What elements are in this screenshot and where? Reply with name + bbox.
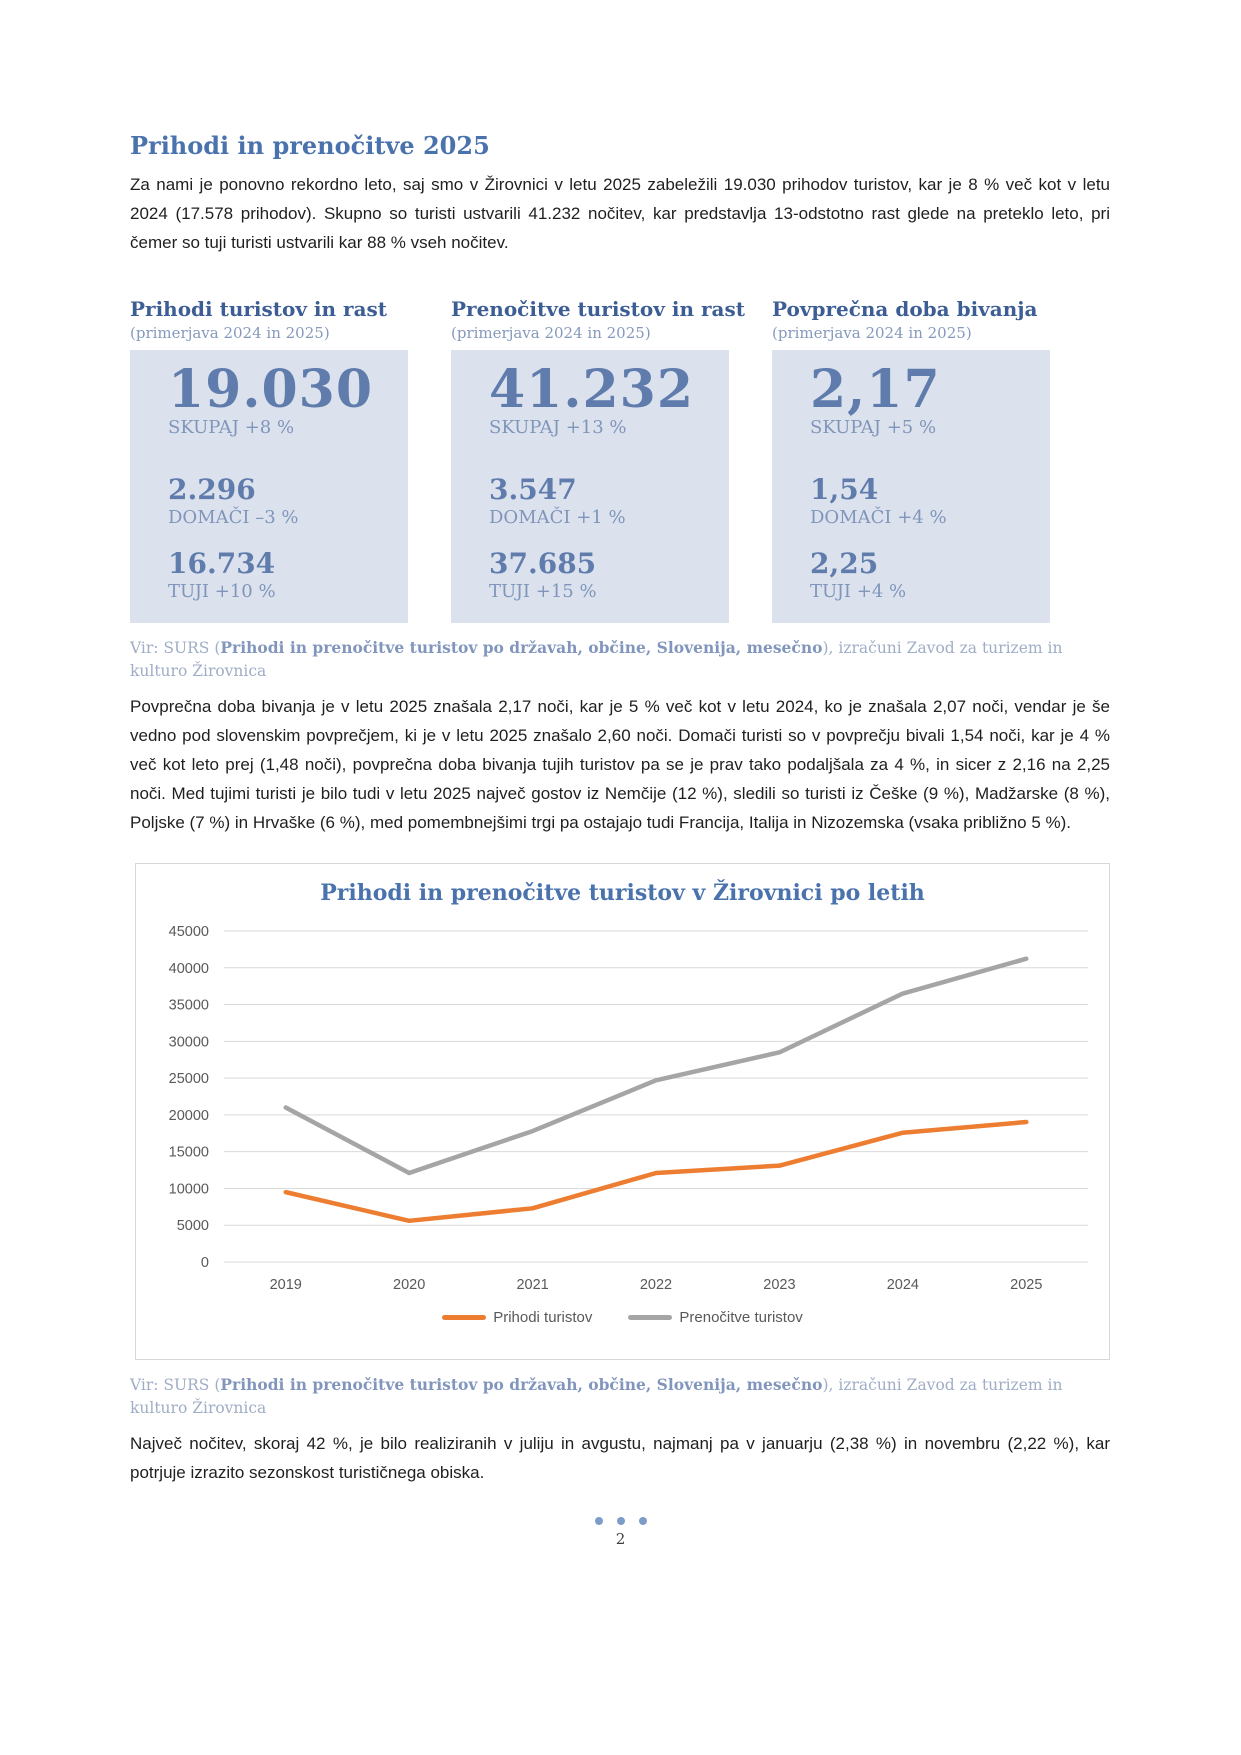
legend-line-swatch-orange (442, 1315, 487, 1320)
stat-title: Prihodi turistov in rast (130, 297, 388, 321)
seasonality-paragraph: Največ nočitev, skoraj 42 %, je bilo rea… (130, 1434, 1110, 1482)
svg-text:10000: 10000 (169, 1181, 209, 1197)
stats-section: Prihodi turistov in rast (primerjava 202… (130, 297, 1050, 623)
dot-icon (616, 1517, 625, 1525)
stat-total-value: 41.232 (489, 359, 695, 420)
stat-card-overnights: Prenočitve turistov in rast (primerjava … (451, 297, 745, 623)
legend-entry-overnights: Prenočitve turistov (628, 1309, 803, 1326)
source-citation-chart: Vir: SURS (Prihodi in prenočitve turisto… (130, 1374, 1110, 1419)
stat-total-value: 2,17 (810, 359, 941, 420)
svg-text:0: 0 (201, 1255, 209, 1271)
svg-text:2019: 2019 (270, 1277, 302, 1293)
svg-text:5000: 5000 (177, 1218, 209, 1234)
page-footer: 2 (0, 1517, 1241, 1548)
stat-domestic-value: 1,54 (810, 473, 879, 506)
dot-icon (594, 1517, 603, 1525)
source-dataset: Prihodi in prenočitve turistov po država… (220, 1375, 823, 1394)
stat-foreign-value: 37.685 (489, 547, 597, 580)
stat-total-label: SKUPAJ +5 % (810, 417, 937, 438)
legend-label: Prihodi turistov (493, 1309, 593, 1326)
svg-text:35000: 35000 (169, 998, 209, 1014)
svg-text:25000: 25000 (169, 1071, 209, 1087)
svg-text:40000: 40000 (169, 961, 209, 977)
stat-total-label: SKUPAJ +13 % (489, 417, 627, 438)
legend-line-swatch-gray (628, 1315, 673, 1320)
intro-paragraph: Za nami je ponovno rekordno leto, saj sm… (130, 175, 1110, 252)
dot-icon (638, 1517, 647, 1525)
analysis-paragraph: Povprečna doba bivanja je v letu 2025 zn… (130, 697, 1110, 832)
stat-foreign-label: TUJI +4 % (810, 581, 907, 602)
line-chart: 0 5000 10000 15000 20000 25000 30000 35000 40000… (169, 924, 1088, 1293)
stat-card-body: 2,17 SKUPAJ +5 % 1,54 DOMAČI +4 % 2,25 T… (772, 350, 1050, 623)
stat-total-value: 19.030 (168, 359, 374, 420)
page-number: 2 (615, 1530, 626, 1548)
svg-text:30000: 30000 (169, 1034, 209, 1050)
chart-legend: Prihodi turistov Prenočitve turistov (136, 1309, 1109, 1326)
stat-subtitle: (primerjava 2024 in 2025) (451, 324, 651, 342)
source-citation-cards: Vir: SURS (Prihodi in prenočitve turisto… (130, 637, 1110, 682)
stat-card-arrivals: Prihodi turistov in rast (primerjava 202… (130, 297, 408, 623)
stat-subtitle: (primerjava 2024 in 2025) (130, 324, 330, 342)
stat-title: Povprečna doba bivanja (772, 297, 1038, 321)
chart-title: Prihodi in prenočitve turistov v Žirovni… (320, 880, 925, 906)
legend-entry-arrivals: Prihodi turistov (442, 1309, 592, 1326)
source-prefix: Vir: SURS ( (130, 639, 221, 657)
line-chart-container: Prihodi in prenočitve turistov v Žirovni… (135, 863, 1110, 1360)
footer-dots-decoration (0, 1517, 1241, 1525)
page-title: Prihodi in prenočitve 2025 (130, 131, 490, 160)
svg-text:2022: 2022 (640, 1277, 672, 1293)
source-suffix: ), izračuni Zavod za turizem in kulturo … (130, 639, 1063, 680)
svg-text:15000: 15000 (169, 1145, 209, 1161)
stat-card-avg-stay: Povprečna doba bivanja (primerjava 2024 … (772, 297, 1050, 623)
svg-text:20000: 20000 (169, 1108, 209, 1124)
stat-foreign-value: 2,25 (810, 547, 879, 580)
stat-domestic-label: DOMAČI +4 % (810, 507, 947, 528)
svg-text:2021: 2021 (516, 1277, 548, 1293)
stat-domestic-label: DOMAČI +1 % (489, 507, 626, 528)
stat-subtitle: (primerjava 2024 in 2025) (772, 324, 972, 342)
source-dataset: Prihodi in prenočitve turistov po država… (220, 638, 823, 657)
stat-foreign-value: 16.734 (168, 547, 276, 580)
source-suffix: ), izračuni Zavod za turizem in kulturo … (130, 1376, 1063, 1417)
stat-card-body: 19.030 SKUPAJ +8 % 2.296 DOMAČI –3 % 16.… (130, 350, 408, 623)
stat-title: Prenočitve turistov in rast (451, 297, 745, 321)
svg-text:2025: 2025 (1010, 1277, 1042, 1293)
stat-domestic-value: 3.547 (489, 473, 577, 506)
stat-card-body: 41.232 SKUPAJ +13 % 3.547 DOMAČI +1 % 37… (451, 350, 729, 623)
stat-domestic-value: 2.296 (168, 473, 256, 506)
svg-text:45000: 45000 (169, 924, 209, 940)
stat-domestic-label: DOMAČI –3 % (168, 507, 299, 528)
stat-total-label: SKUPAJ +8 % (168, 417, 295, 438)
svg-text:2020: 2020 (393, 1277, 425, 1293)
stat-foreign-label: TUJI +15 % (489, 581, 597, 602)
svg-text:2023: 2023 (763, 1277, 795, 1293)
legend-label: Prenočitve turistov (679, 1309, 803, 1326)
svg-text:2024: 2024 (887, 1277, 919, 1293)
source-prefix: Vir: SURS ( (130, 1376, 221, 1394)
stat-foreign-label: TUJI +10 % (168, 581, 276, 602)
